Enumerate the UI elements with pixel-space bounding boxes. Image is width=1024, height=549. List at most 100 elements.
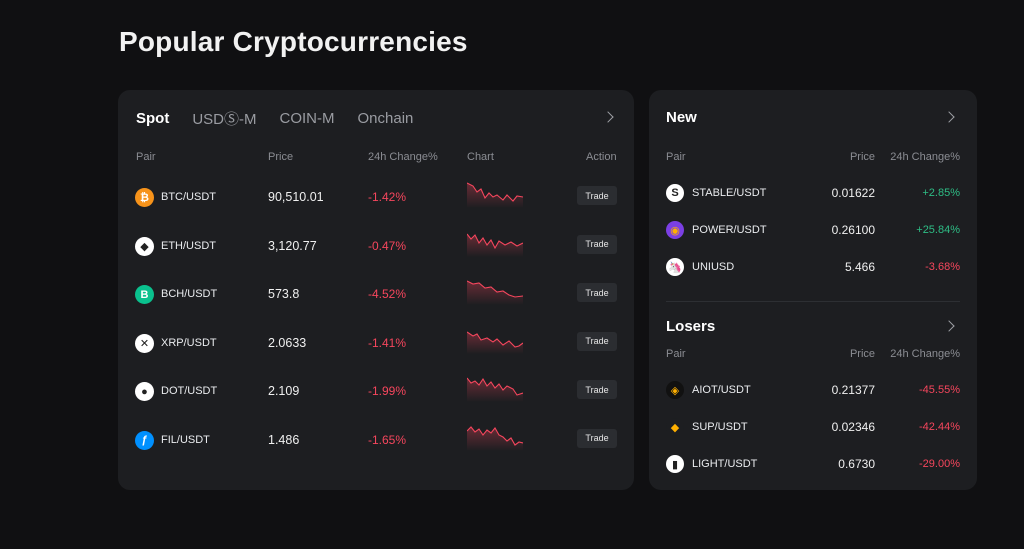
trade-button[interactable]: Trade xyxy=(577,331,617,351)
pair-name[interactable]: DOT/USDT xyxy=(161,385,218,397)
sparkline-area xyxy=(467,233,523,257)
header-pair: Pair xyxy=(666,348,686,360)
list-item[interactable]: ◆ SUP/USDT 0.02346 -42.44% xyxy=(649,412,977,442)
last-price: 5.466 xyxy=(844,260,875,274)
new-and-losers-card: New Pair Price 24h Change% S STABLE/USDT… xyxy=(649,90,977,490)
header-change: 24h Change% xyxy=(890,348,960,360)
losers-section-title[interactable]: Losers xyxy=(666,318,716,335)
chevron-right-icon[interactable] xyxy=(602,111,614,123)
table-row[interactable]: ƒ FIL/USDT 1.486 -1.65% Trade xyxy=(118,421,634,461)
last-price: 0.21377 xyxy=(831,383,875,397)
sparkline-line xyxy=(467,425,523,446)
change-percent: -4.52% xyxy=(368,287,407,301)
header-pair: Pair xyxy=(136,151,156,163)
page-title: Popular Cryptocurrencies xyxy=(119,26,468,57)
change-percent: -1.65% xyxy=(368,432,407,447)
pair-name[interactable]: POWER/USDT xyxy=(692,224,767,236)
tab-coin-m[interactable]: COIN-M xyxy=(279,110,335,127)
table-row[interactable]: ₿ BTC/USDT 90,510.01 -1.42% Trade xyxy=(118,178,634,218)
pair-name[interactable]: AIOT/USDT xyxy=(692,384,751,396)
table-row[interactable]: ◆ ETH/USDT 3,120.77 -0.47% Trade xyxy=(118,227,634,267)
header-change: 24h Change% xyxy=(890,151,960,163)
sparkline-area xyxy=(467,281,523,305)
sparkline-chart xyxy=(467,425,523,451)
list-item[interactable]: 🦄 UNIUSD 5.466 -3.68% xyxy=(649,252,977,282)
trade-button[interactable]: Trade xyxy=(577,380,617,399)
trade-button[interactable]: Trade xyxy=(577,234,617,254)
header-change: 24h Change% xyxy=(368,151,438,163)
trade-button[interactable]: Trade xyxy=(577,428,617,448)
last-price: 0.26100 xyxy=(831,223,875,237)
dot-icon: ● xyxy=(135,382,154,401)
market-tabs: Spot USDⓈ-M COIN-M Onchain xyxy=(136,108,436,129)
change-percent: -1.41% xyxy=(368,335,407,350)
last-price: 3,120.77 xyxy=(268,238,317,253)
sparkline-area xyxy=(467,426,523,451)
change-percent: -45.55% xyxy=(919,384,960,396)
stable-icon: S xyxy=(666,184,684,202)
sparkline-line xyxy=(467,377,523,396)
pair-name[interactable]: STABLE/USDT xyxy=(692,187,767,199)
tab-spot[interactable]: Spot xyxy=(136,110,170,127)
chevron-right-icon[interactable] xyxy=(943,111,955,123)
header-action: Action xyxy=(586,151,617,163)
tab-usds-m[interactable]: USDⓈ-M xyxy=(192,111,257,128)
popular-markets-card: Spot USDⓈ-M COIN-M Onchain Pair Price 24… xyxy=(118,90,634,490)
change-percent: -0.47% xyxy=(368,238,407,253)
uni-icon: 🦄 xyxy=(666,258,684,276)
btc-icon: ₿ xyxy=(135,188,154,207)
eth-icon: ◆ xyxy=(135,236,154,256)
pair-name[interactable]: BCH/USDT xyxy=(161,288,218,300)
sparkline-chart xyxy=(467,331,523,354)
sparkline-line xyxy=(467,331,523,348)
last-price: 2.109 xyxy=(268,384,300,398)
new-section-title[interactable]: New xyxy=(666,109,697,126)
sparkline-chart xyxy=(467,233,523,257)
change-percent: -42.44% xyxy=(919,421,960,433)
chevron-right-icon[interactable] xyxy=(943,320,955,332)
table-row[interactable]: ● DOT/USDT 2.109 -1.99% Trade xyxy=(118,372,634,412)
pair-name[interactable]: FIL/USDT xyxy=(161,433,210,446)
list-item[interactable]: ▮ LIGHT/USDT 0.6730 -29.00% xyxy=(649,449,977,479)
pair-name[interactable]: SUP/USDT xyxy=(692,421,748,433)
tab-onchain[interactable]: Onchain xyxy=(357,110,414,127)
change-percent: -3.68% xyxy=(925,261,960,273)
pair-name[interactable]: XRP/USDT xyxy=(161,336,217,349)
trade-button[interactable]: Trade xyxy=(577,186,617,205)
header-price: Price xyxy=(849,151,875,163)
trade-button[interactable]: Trade xyxy=(577,283,617,302)
aiot-icon: ◈ xyxy=(666,381,684,399)
sup-icon: ◆ xyxy=(666,418,684,436)
change-percent: -1.99% xyxy=(368,384,407,398)
sparkline-line xyxy=(467,280,523,298)
last-price: 573.8 xyxy=(268,287,300,301)
list-item[interactable]: ◈ AIOT/USDT 0.21377 -45.55% xyxy=(649,375,977,405)
table-row[interactable]: B BCH/USDT 573.8 -4.52% Trade xyxy=(118,275,634,315)
fil-icon: ƒ xyxy=(135,430,154,450)
sparkline-line xyxy=(467,182,523,202)
last-price: 0.01622 xyxy=(831,186,875,200)
sparkline-area xyxy=(467,378,523,402)
bch-icon: B xyxy=(135,285,154,304)
list-item[interactable]: S STABLE/USDT 0.01622 +2.85% xyxy=(649,178,977,208)
header-pair: Pair xyxy=(666,151,686,163)
pair-name[interactable]: UNIUSD xyxy=(692,261,735,273)
change-percent: +2.85% xyxy=(922,187,960,199)
last-price: 0.02346 xyxy=(831,420,875,434)
sparkline-chart xyxy=(467,182,523,208)
pair-name[interactable]: BTC/USDT xyxy=(161,191,216,203)
last-price: 2.0633 xyxy=(268,335,307,350)
sparkline-line xyxy=(467,233,523,249)
header-price: Price xyxy=(268,151,294,163)
list-item[interactable]: ◉ POWER/USDT 0.26100 +25.84% xyxy=(649,215,977,245)
pair-name[interactable]: ETH/USDT xyxy=(161,239,216,252)
last-price: 90,510.01 xyxy=(268,190,324,204)
header-price: Price xyxy=(849,348,875,360)
pair-name[interactable]: LIGHT/USDT xyxy=(692,458,758,470)
last-price: 1.486 xyxy=(268,432,300,447)
sparkline-area xyxy=(467,331,523,354)
power-icon: ◉ xyxy=(666,221,684,239)
sparkline-chart xyxy=(467,377,523,402)
sparkline-chart xyxy=(467,280,523,305)
table-row[interactable]: ✕ XRP/USDT 2.0633 -1.41% Trade xyxy=(118,324,634,364)
